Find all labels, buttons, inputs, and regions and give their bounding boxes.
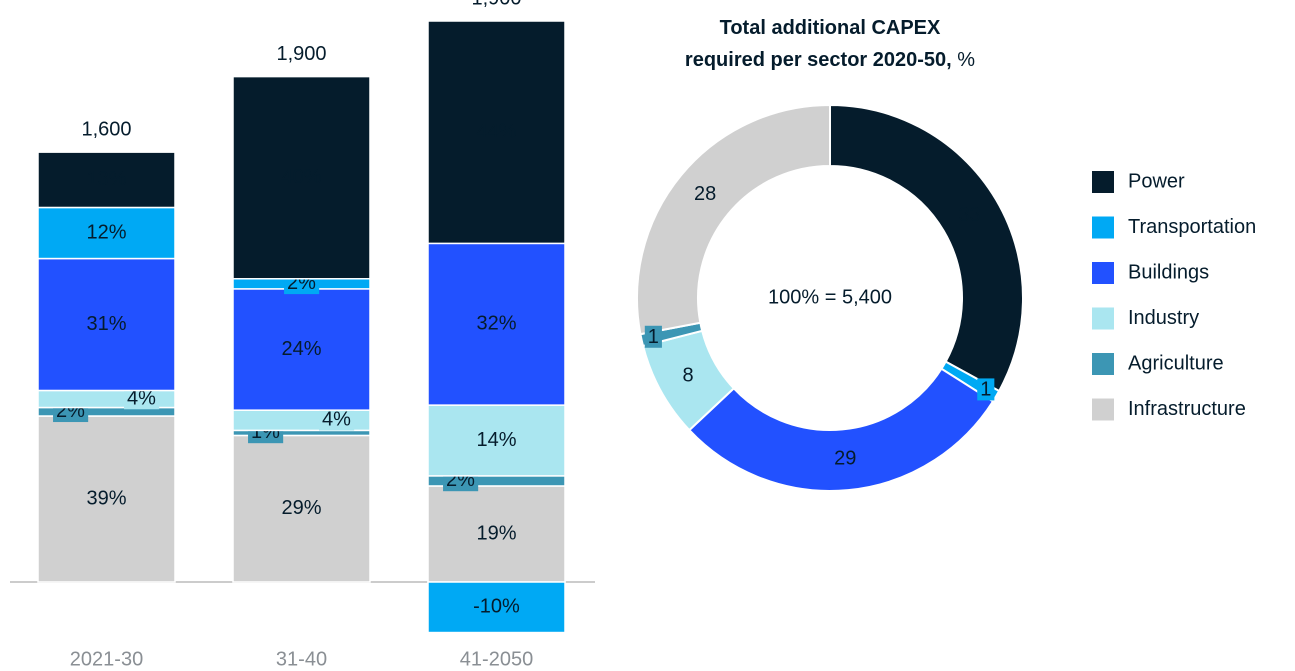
legend-swatch bbox=[1092, 398, 1114, 421]
total-label: 1,900 bbox=[276, 43, 326, 65]
legend-swatch bbox=[1092, 171, 1114, 193]
value-label: 33 bbox=[958, 204, 980, 226]
legend-swatch bbox=[1092, 262, 1114, 284]
value-label: 29% bbox=[281, 497, 321, 519]
legend-swatch bbox=[1092, 307, 1114, 330]
bar-segment bbox=[427, 581, 566, 634]
bar-segment bbox=[37, 415, 176, 583]
total-label: 1,600 bbox=[81, 118, 131, 140]
legend-label: Power bbox=[1128, 170, 1185, 192]
x-tick-label: 31-40 bbox=[276, 648, 327, 670]
bar-segment bbox=[232, 288, 371, 411]
legend-label: Transportation bbox=[1128, 216, 1256, 238]
value-label: 28 bbox=[694, 183, 716, 205]
x-tick-label: 41-2050 bbox=[460, 648, 533, 670]
value-label: 12% bbox=[86, 221, 126, 243]
bar-segment bbox=[232, 75, 371, 280]
label-box bbox=[124, 387, 160, 410]
value-label: 32% bbox=[476, 313, 516, 335]
donut-slice bbox=[829, 103, 1024, 393]
legend-label: Industry bbox=[1128, 307, 1199, 329]
x-tick-label: 2021-30 bbox=[70, 648, 143, 670]
value-label: 8 bbox=[682, 364, 693, 386]
donut-title-line: Total additional CAPEX bbox=[720, 17, 941, 39]
legend-label: Agriculture bbox=[1128, 352, 1224, 374]
donut-center-label: 100% = 5,400 bbox=[768, 286, 892, 308]
bar-segment bbox=[37, 151, 176, 209]
label-box bbox=[644, 325, 662, 348]
donut-title: Total additional CAPEX required per secto… bbox=[685, 17, 975, 71]
value-label: 39% bbox=[86, 487, 126, 509]
total-label: 1,900 bbox=[471, 0, 521, 9]
value-label-boxed: 4% bbox=[127, 387, 156, 409]
value-label: 19% bbox=[476, 522, 516, 544]
label-box bbox=[319, 408, 355, 431]
bar-segment bbox=[427, 485, 566, 583]
donut-slice bbox=[636, 103, 831, 336]
value-label-boxed: 1 bbox=[980, 378, 991, 400]
bar-segment bbox=[427, 20, 566, 245]
value-label: 44% bbox=[476, 120, 516, 142]
legend-swatch bbox=[1092, 353, 1114, 375]
legend-label: Infrastructure bbox=[1128, 398, 1246, 420]
donut-unit: % bbox=[957, 49, 975, 71]
bar-segment bbox=[427, 404, 566, 477]
donut-slice bbox=[687, 367, 995, 492]
legend-swatch bbox=[1092, 216, 1114, 239]
bar-segment bbox=[427, 242, 566, 406]
value-label: 31% bbox=[86, 313, 126, 335]
value-label-boxed: 4% bbox=[322, 409, 351, 431]
value-label: 29 bbox=[834, 448, 856, 470]
value-label: -10% bbox=[473, 596, 520, 618]
value-label-boxed: 1 bbox=[648, 326, 659, 348]
bar-segment bbox=[37, 257, 176, 392]
value-label: 14% bbox=[476, 429, 516, 451]
value-label: 24% bbox=[281, 338, 321, 360]
value-label: 40% bbox=[281, 166, 321, 188]
donut-title-line: required per sector 2020-50, bbox=[685, 49, 957, 71]
label-box bbox=[977, 378, 995, 401]
value-label: 13% bbox=[86, 168, 126, 190]
legend-label: Buildings bbox=[1128, 261, 1209, 283]
